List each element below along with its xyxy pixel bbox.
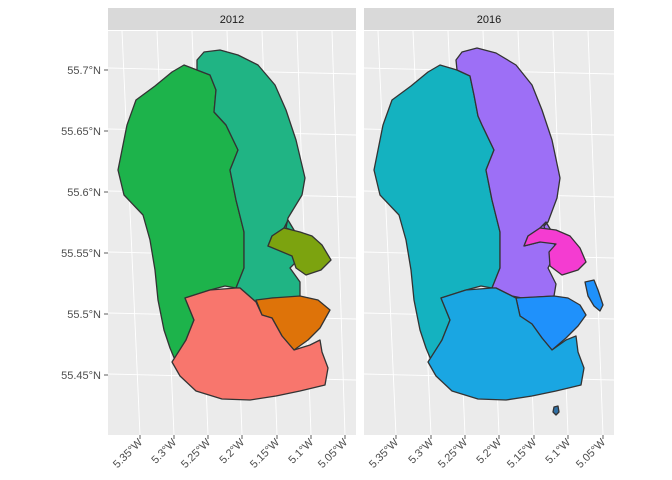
- region-2016-east-magenta: [523, 227, 587, 276]
- x-tick-label: 5.15°W: [505, 436, 540, 471]
- region-2012-south: [171, 287, 329, 401]
- region-2012-east-olive: [267, 227, 332, 276]
- y-axis-2012: 55.7°N 55.65°N 55.6°N 55.55°N 55.5°N 55.…: [61, 65, 108, 382]
- x-tick-label: 5.15°W: [248, 436, 283, 471]
- x-axis-2016: 5.35°W 5.3°W 5.25°W 5.2°W 5.15°W 5.1°W 5…: [367, 435, 609, 471]
- x-tick-label: 5.25°W: [436, 436, 471, 471]
- x-tick-label: 5.2°W: [217, 436, 247, 466]
- x-tick-label: 5.05°W: [316, 436, 351, 471]
- region-2016-islet-south: [552, 405, 560, 416]
- strip-2012: [108, 8, 356, 30]
- x-tick-label: 5.35°W: [111, 436, 146, 471]
- regions-2012: [117, 49, 332, 401]
- y-tick-label: 55.65°N: [61, 126, 101, 138]
- y-tick-label: 55.5°N: [67, 309, 101, 321]
- regions-2016: [373, 47, 604, 416]
- y-tick-label: 55.45°N: [61, 370, 101, 382]
- strip-2016: [364, 8, 614, 30]
- x-tick-label: 5.3°W: [149, 436, 179, 466]
- facet-panel-2016: 2016: [363, 8, 615, 471]
- strip-label-2016: 2016: [477, 14, 501, 26]
- y-tick-label: 55.55°N: [61, 248, 101, 260]
- x-axis-2012: 5.35°W 5.3°W 5.25°W 5.2°W 5.15°W 5.1°W 5…: [111, 435, 351, 471]
- strip-label-2012: 2012: [220, 14, 244, 26]
- x-tick-label: 5.2°W: [474, 436, 504, 466]
- y-tick-label: 55.7°N: [67, 65, 101, 77]
- x-tick-label: 5.1°W: [543, 436, 573, 466]
- x-tick-label: 5.1°W: [286, 436, 316, 466]
- region-2016-islet-east: [584, 279, 604, 312]
- x-tick-label: 5.35°W: [367, 436, 402, 471]
- region-2016-south: [427, 287, 585, 401]
- x-tick-label: 5.3°W: [406, 436, 436, 466]
- x-tick-label: 5.05°W: [574, 436, 609, 471]
- y-tick-label: 55.6°N: [67, 187, 101, 199]
- x-tick-label: 5.25°W: [179, 436, 214, 471]
- facet-panel-2012: 2012: [61, 8, 357, 471]
